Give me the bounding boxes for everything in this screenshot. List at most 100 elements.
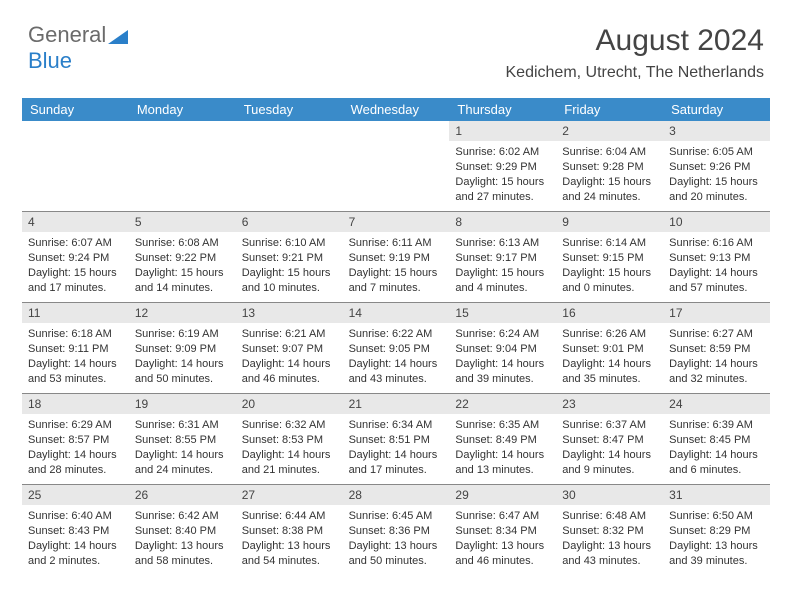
- day-number: 12: [129, 303, 236, 323]
- sunset-text: Sunset: 8:34 PM: [455, 524, 550, 539]
- day-header: Thursday: [449, 98, 556, 121]
- logo-text-1: General: [28, 22, 106, 47]
- day-number: 1: [449, 121, 556, 141]
- daylight-text: Daylight: 15 hours: [349, 266, 444, 281]
- calendar-cell: 20Sunrise: 6:32 AMSunset: 8:53 PMDayligh…: [236, 394, 343, 484]
- calendar-cell: 3Sunrise: 6:05 AMSunset: 9:26 PMDaylight…: [663, 121, 770, 211]
- day-number: [22, 121, 129, 141]
- sunrise-text: Sunrise: 6:31 AM: [135, 418, 230, 433]
- sunrise-text: Sunrise: 6:29 AM: [28, 418, 123, 433]
- daylight-text: Daylight: 15 hours: [28, 266, 123, 281]
- day-number: 6: [236, 212, 343, 232]
- daylight-text: and 2 minutes.: [28, 554, 123, 569]
- day-number: 28: [343, 485, 450, 505]
- sunset-text: Sunset: 9:04 PM: [455, 342, 550, 357]
- sunset-text: Sunset: 9:21 PM: [242, 251, 337, 266]
- daylight-text: Daylight: 15 hours: [562, 175, 657, 190]
- calendar-cell: 14Sunrise: 6:22 AMSunset: 9:05 PMDayligh…: [343, 303, 450, 393]
- calendar-cell: 24Sunrise: 6:39 AMSunset: 8:45 PMDayligh…: [663, 394, 770, 484]
- day-number: 16: [556, 303, 663, 323]
- sunset-text: Sunset: 8:49 PM: [455, 433, 550, 448]
- calendar-cell: 18Sunrise: 6:29 AMSunset: 8:57 PMDayligh…: [22, 394, 129, 484]
- day-number: 23: [556, 394, 663, 414]
- daylight-text: Daylight: 14 hours: [28, 539, 123, 554]
- sunset-text: Sunset: 9:13 PM: [669, 251, 764, 266]
- calendar-cell: 26Sunrise: 6:42 AMSunset: 8:40 PMDayligh…: [129, 485, 236, 575]
- calendar-cell: 31Sunrise: 6:50 AMSunset: 8:29 PMDayligh…: [663, 485, 770, 575]
- daylight-text: and 9 minutes.: [562, 463, 657, 478]
- daylight-text: Daylight: 14 hours: [242, 357, 337, 372]
- daylight-text: Daylight: 15 hours: [135, 266, 230, 281]
- calendar-week: 4Sunrise: 6:07 AMSunset: 9:24 PMDaylight…: [22, 212, 770, 303]
- daylight-text: Daylight: 13 hours: [349, 539, 444, 554]
- calendar-cell: 23Sunrise: 6:37 AMSunset: 8:47 PMDayligh…: [556, 394, 663, 484]
- calendar-cell: 15Sunrise: 6:24 AMSunset: 9:04 PMDayligh…: [449, 303, 556, 393]
- day-header: Friday: [556, 98, 663, 121]
- sunset-text: Sunset: 9:01 PM: [562, 342, 657, 357]
- calendar-cell: [236, 121, 343, 211]
- sunrise-text: Sunrise: 6:24 AM: [455, 327, 550, 342]
- sunrise-text: Sunrise: 6:26 AM: [562, 327, 657, 342]
- day-number: 15: [449, 303, 556, 323]
- daylight-text: Daylight: 14 hours: [562, 448, 657, 463]
- day-number: 4: [22, 212, 129, 232]
- daylight-text: Daylight: 14 hours: [562, 357, 657, 372]
- day-number: 27: [236, 485, 343, 505]
- sunset-text: Sunset: 9:15 PM: [562, 251, 657, 266]
- sunrise-text: Sunrise: 6:07 AM: [28, 236, 123, 251]
- day-number: 25: [22, 485, 129, 505]
- day-number: 10: [663, 212, 770, 232]
- calendar-cell: 13Sunrise: 6:21 AMSunset: 9:07 PMDayligh…: [236, 303, 343, 393]
- day-number: 5: [129, 212, 236, 232]
- daylight-text: Daylight: 14 hours: [669, 357, 764, 372]
- daylight-text: Daylight: 15 hours: [455, 266, 550, 281]
- sunset-text: Sunset: 8:51 PM: [349, 433, 444, 448]
- sunrise-text: Sunrise: 6:37 AM: [562, 418, 657, 433]
- calendar-cell: 8Sunrise: 6:13 AMSunset: 9:17 PMDaylight…: [449, 212, 556, 302]
- sunset-text: Sunset: 9:22 PM: [135, 251, 230, 266]
- daylight-text: Daylight: 14 hours: [28, 357, 123, 372]
- sunrise-text: Sunrise: 6:44 AM: [242, 509, 337, 524]
- day-number: 24: [663, 394, 770, 414]
- daylight-text: Daylight: 14 hours: [242, 448, 337, 463]
- day-number: 11: [22, 303, 129, 323]
- sunset-text: Sunset: 8:43 PM: [28, 524, 123, 539]
- sunrise-text: Sunrise: 6:10 AM: [242, 236, 337, 251]
- sunrise-text: Sunrise: 6:14 AM: [562, 236, 657, 251]
- calendar: Sunday Monday Tuesday Wednesday Thursday…: [22, 98, 770, 575]
- sunset-text: Sunset: 8:38 PM: [242, 524, 337, 539]
- sunrise-text: Sunrise: 6:35 AM: [455, 418, 550, 433]
- sunset-text: Sunset: 8:40 PM: [135, 524, 230, 539]
- calendar-cell: 28Sunrise: 6:45 AMSunset: 8:36 PMDayligh…: [343, 485, 450, 575]
- sunset-text: Sunset: 8:59 PM: [669, 342, 764, 357]
- sunrise-text: Sunrise: 6:45 AM: [349, 509, 444, 524]
- daylight-text: and 17 minutes.: [349, 463, 444, 478]
- sunrise-text: Sunrise: 6:08 AM: [135, 236, 230, 251]
- daylight-text: Daylight: 15 hours: [562, 266, 657, 281]
- daylight-text: and 39 minutes.: [455, 372, 550, 387]
- sunrise-text: Sunrise: 6:18 AM: [28, 327, 123, 342]
- daylight-text: and 39 minutes.: [669, 554, 764, 569]
- calendar-cell: 2Sunrise: 6:04 AMSunset: 9:28 PMDaylight…: [556, 121, 663, 211]
- sunrise-text: Sunrise: 6:04 AM: [562, 145, 657, 160]
- day-number: 26: [129, 485, 236, 505]
- day-number: [343, 121, 450, 141]
- sunset-text: Sunset: 9:29 PM: [455, 160, 550, 175]
- daylight-text: and 24 minutes.: [135, 463, 230, 478]
- calendar-cell: 19Sunrise: 6:31 AMSunset: 8:55 PMDayligh…: [129, 394, 236, 484]
- daylight-text: and 35 minutes.: [562, 372, 657, 387]
- day-number: 31: [663, 485, 770, 505]
- calendar-cell: 1Sunrise: 6:02 AMSunset: 9:29 PMDaylight…: [449, 121, 556, 211]
- calendar-cell: [343, 121, 450, 211]
- calendar-cell: 12Sunrise: 6:19 AMSunset: 9:09 PMDayligh…: [129, 303, 236, 393]
- sunset-text: Sunset: 9:11 PM: [28, 342, 123, 357]
- daylight-text: Daylight: 14 hours: [135, 448, 230, 463]
- calendar-cell: 29Sunrise: 6:47 AMSunset: 8:34 PMDayligh…: [449, 485, 556, 575]
- page-subtitle: Kedichem, Utrecht, The Netherlands: [506, 64, 765, 82]
- sunset-text: Sunset: 8:29 PM: [669, 524, 764, 539]
- daylight-text: and 53 minutes.: [28, 372, 123, 387]
- sunset-text: Sunset: 9:24 PM: [28, 251, 123, 266]
- calendar-cell: [22, 121, 129, 211]
- sunset-text: Sunset: 8:32 PM: [562, 524, 657, 539]
- daylight-text: Daylight: 14 hours: [135, 357, 230, 372]
